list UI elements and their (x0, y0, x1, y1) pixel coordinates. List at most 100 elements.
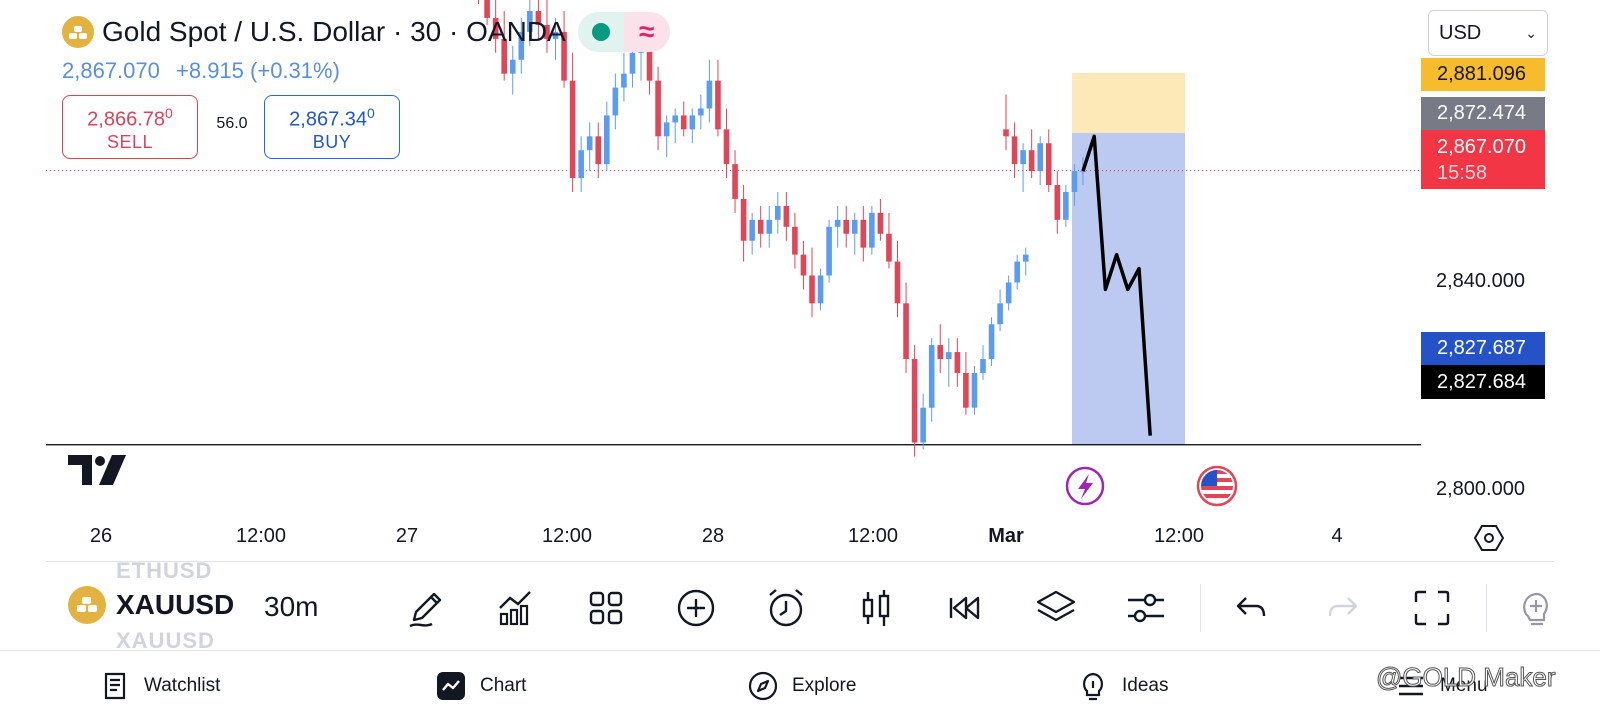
bar-countdown: 15:58 (1437, 161, 1488, 184)
candle-body (689, 115, 696, 130)
market-status-pill[interactable]: ≈ (577, 12, 670, 52)
symbol-switcher[interactable]: XAUUSD (68, 586, 234, 624)
current-price-tag: 2,867.070 15:58 (1421, 130, 1545, 189)
candle-body (578, 150, 584, 179)
chart-icon (437, 672, 465, 700)
market-open-dot-icon (591, 23, 610, 41)
candle-body (561, 31, 567, 81)
gold-bars-icon (62, 16, 94, 48)
candle-body (492, 17, 499, 39)
toolbar-separator (1486, 584, 1487, 632)
candle-body (809, 275, 815, 304)
time-axis-label: Mar (988, 525, 1024, 547)
candle-body (569, 80, 576, 179)
spread-value: 56.0 (216, 115, 248, 132)
candle-body (843, 219, 849, 234)
tradingview-logo-icon (68, 455, 126, 485)
toolbar-divider (46, 561, 1554, 562)
nav-watchlist[interactable]: Watchlist (100, 651, 220, 720)
undo-icon[interactable] (1230, 586, 1274, 630)
candle-body (749, 219, 755, 241)
symbol-title[interactable]: Gold Spot / U.S. Dollar · 30 · OANDA (102, 16, 566, 47)
candle-body (1071, 171, 1078, 192)
candle-body (663, 122, 670, 137)
alert-clock-icon[interactable] (764, 586, 808, 630)
risk-zone[interactable] (1072, 73, 1185, 134)
candle-body (954, 352, 961, 373)
layouts-grid-icon[interactable] (584, 586, 628, 630)
candle-body (484, 0, 490, 18)
buy-price-sup: 0 (367, 104, 375, 121)
gold-bars-icon (68, 586, 106, 624)
chart-settings-icon[interactable] (1474, 524, 1504, 552)
candle-body (1005, 282, 1012, 304)
candle-body (715, 80, 721, 130)
candle-body (920, 407, 926, 443)
price-axis-label: 2,800.000 (1436, 478, 1525, 500)
interval-button[interactable]: 30m (264, 591, 319, 622)
candle-body (629, 52, 636, 74)
candle-body (928, 345, 935, 408)
candle-body (527, 11, 533, 32)
stop-line-price-tag: 2,827.684 (1421, 365, 1545, 399)
candle-body (817, 275, 824, 304)
candle-body (706, 80, 713, 109)
nav-menu[interactable]: Menu (1396, 651, 1488, 720)
symbol-below[interactable]: XAUUSD (116, 628, 215, 653)
candle-body (783, 205, 790, 227)
time-axis[interactable]: 26 12:00 27 12:00 28 12:00 Mar 12:00 4 (0, 525, 1600, 549)
candle-body (757, 219, 764, 234)
candle-body (1011, 136, 1018, 165)
candle-body (698, 108, 704, 116)
chart-toolbar: ETHUSD XAUUSD XAUUSD 30m (0, 558, 1600, 653)
time-axis-label: 26 (89, 525, 113, 547)
candle-body (903, 303, 909, 360)
currency-select[interactable]: USD ⌄ (1428, 10, 1548, 56)
nav-ideas[interactable]: Ideas (1078, 651, 1168, 720)
nav-chart[interactable]: Chart (436, 651, 526, 720)
lightning-event-icon[interactable] (1065, 466, 1105, 506)
sell-button[interactable]: 2,866.780 SELL (62, 95, 198, 159)
projection-drawing[interactable] (1081, 134, 1152, 436)
candle-body (971, 372, 978, 408)
candle-style-icon[interactable] (854, 586, 898, 630)
settings-sliders-icon[interactable] (1124, 586, 1168, 630)
price-chart[interactable] (0, 0, 1600, 560)
candle-body (1020, 150, 1026, 165)
candle-body (723, 129, 730, 165)
symbol-header: Gold Spot / U.S. Dollar · 30 · OANDA ≈ (62, 12, 670, 52)
candle-body (826, 226, 832, 276)
drawing-tools-icon[interactable] (404, 586, 448, 630)
candle-body (851, 219, 858, 234)
bottom-navigation: Watchlist Chart Explore Ideas Menu (0, 650, 1600, 720)
candle-body (988, 324, 995, 360)
nav-explore[interactable]: Explore (748, 651, 856, 720)
indicators-icon[interactable] (494, 586, 538, 630)
ideas-add-icon[interactable] (1514, 586, 1558, 630)
compass-icon (748, 671, 778, 701)
add-plus-icon[interactable] (674, 586, 718, 630)
candle-body (1063, 191, 1069, 220)
buy-button[interactable]: 2,867.340 BUY (264, 95, 400, 159)
candle-body (509, 59, 516, 74)
candle-body (834, 219, 841, 227)
sell-price: 2,866.78 (87, 108, 166, 131)
entry-price-tag: 2,872.474 (1421, 97, 1545, 130)
fullscreen-icon[interactable] (1410, 586, 1454, 630)
candle-body (501, 38, 507, 74)
candle-body (886, 233, 892, 262)
replay-rewind-icon[interactable] (944, 586, 988, 630)
candle-body (963, 372, 969, 408)
toolbar-separator (1200, 584, 1201, 632)
symbol-above[interactable]: ETHUSD (116, 558, 213, 583)
us-flag-event-icon[interactable] (1196, 465, 1238, 507)
candle-body (612, 87, 619, 116)
redo-icon[interactable] (1320, 586, 1364, 630)
sell-label: SELL (106, 132, 154, 153)
candle-body (518, 31, 525, 60)
candle-body (586, 136, 593, 151)
current-price-value: 2,867.070 (1437, 135, 1526, 158)
candle-body (1003, 129, 1009, 137)
candle-body (552, 31, 559, 39)
layers-icon[interactable] (1034, 586, 1078, 630)
